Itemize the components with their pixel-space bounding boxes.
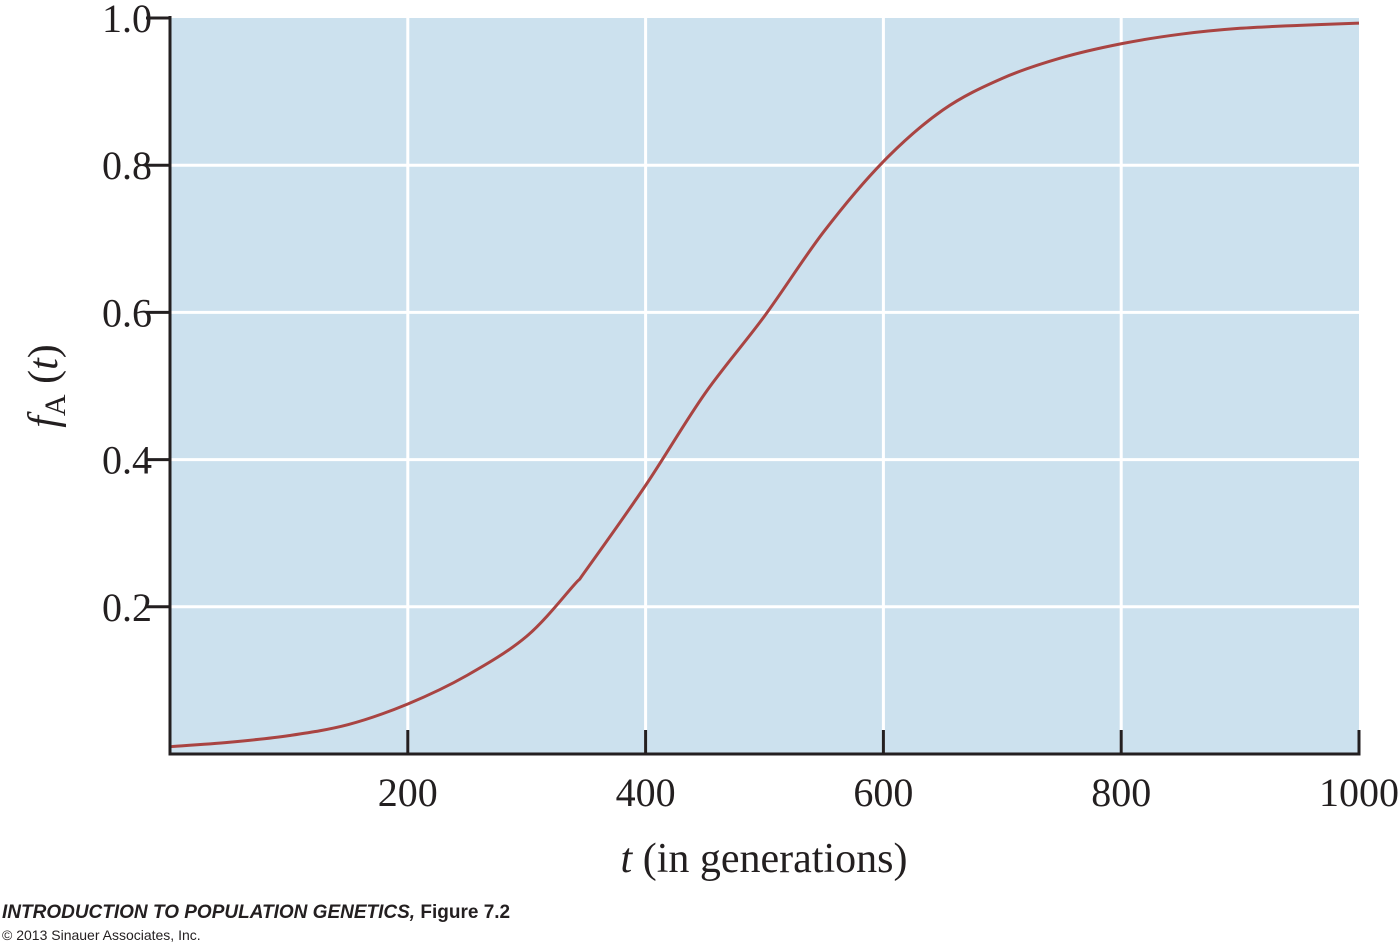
y-tick-label: 0.2 — [102, 585, 152, 630]
y-axis-title: fA (t) — [21, 344, 72, 428]
series-line — [169, 21, 1360, 749]
y-tick-label: 0.6 — [102, 290, 152, 335]
grid-lines — [170, 18, 1359, 754]
x-tick-label: 1000 — [1319, 770, 1399, 815]
x-tick-label: 800 — [1091, 770, 1151, 815]
x-axis-title-rest: (in generations) — [632, 836, 907, 882]
x-axis-title-var: t — [621, 836, 634, 882]
x-tick-label: 600 — [853, 770, 913, 815]
plot-area — [170, 18, 1359, 754]
data-series — [169, 21, 1360, 749]
y-tick-label: 0.4 — [102, 438, 152, 483]
y-axis-title-close: ) — [21, 344, 67, 358]
figure-caption: INTRODUCTION TO POPULATION GENETICS, Fig… — [2, 902, 510, 924]
x-axis-title: t (in generations) — [621, 836, 908, 882]
y-axis-title-open: ( — [21, 370, 67, 395]
book-title: INTRODUCTION TO POPULATION GENETICS, — [2, 902, 416, 923]
y-axis-title-sub: A — [39, 394, 72, 416]
x-tick-label: 400 — [616, 770, 676, 815]
axes — [146, 16, 1361, 756]
figure-number: Figure 7.2 — [415, 902, 511, 923]
x-tick-label: 200 — [378, 770, 438, 815]
y-tick-label: 1.0 — [102, 0, 152, 41]
y-axis-title-var: t — [21, 357, 67, 370]
y-tick-label: 0.8 — [102, 143, 152, 188]
copyright-notice: © 2013 Sinauer Associates, Inc. — [2, 927, 201, 943]
tick-labels: 200 400 600 800 1000 0.2 0.4 0.6 0.8 1.0 — [102, 0, 1399, 815]
